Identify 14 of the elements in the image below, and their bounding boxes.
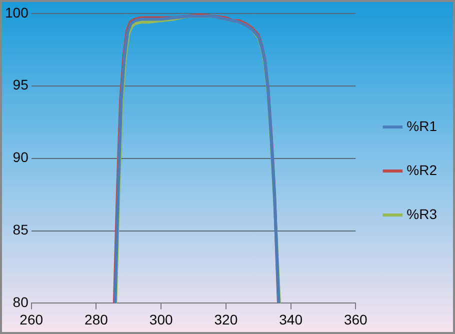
y-tick-label: 95: [12, 76, 29, 93]
y-tick-label: 90: [12, 149, 29, 166]
legend-label: %R2: [406, 162, 438, 178]
y-tick-label: 100: [5, 4, 29, 20]
y-tick-label: 85: [12, 222, 29, 238]
x-tick-label: 360: [344, 311, 368, 328]
legend-label: %R3: [406, 206, 438, 222]
x-tick-label: 280: [84, 311, 108, 328]
x-tick-label: 320: [214, 311, 238, 328]
x-tick-label: 340: [279, 311, 303, 328]
y-tick-label: 80: [12, 294, 29, 310]
x-tick-label: 260: [20, 311, 44, 328]
legend-label: %R1: [406, 118, 438, 134]
x-tick-label: 300: [149, 311, 173, 328]
